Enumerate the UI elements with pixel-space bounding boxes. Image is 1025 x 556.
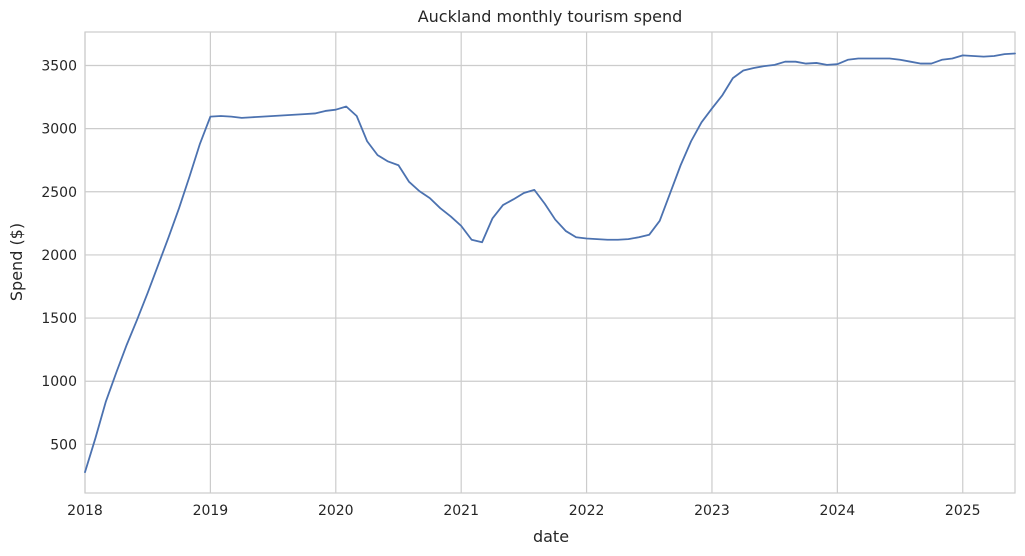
y-tick-label: 1500 bbox=[41, 311, 77, 327]
x-tick-label: 2019 bbox=[193, 503, 229, 519]
y-tick-label: 3000 bbox=[41, 122, 77, 138]
x-tick-label: 2020 bbox=[318, 503, 354, 519]
x-tick-label: 2021 bbox=[443, 503, 479, 519]
y-tick-label: 2000 bbox=[41, 248, 77, 264]
x-tick-label: 2023 bbox=[694, 503, 730, 519]
x-axis-title: date bbox=[533, 527, 569, 546]
series-layer bbox=[84, 52, 1016, 474]
y-tick-label: 1000 bbox=[41, 374, 77, 390]
chart-title: Auckland monthly tourism spend bbox=[418, 7, 683, 26]
y-axis-title: Spend ($) bbox=[7, 223, 26, 301]
y-tick-label: 2500 bbox=[41, 185, 77, 201]
x-tick-label: 2018 bbox=[67, 503, 103, 519]
plot-frame bbox=[84, 31, 1016, 494]
y-tick-label: 3500 bbox=[41, 58, 77, 74]
tick-labels: 2018 2019 2020 2021 2022 2023 2024 2025 500 1000 1… bbox=[41, 58, 980, 519]
grid-lines bbox=[84, 32, 1015, 493]
x-tick-label: 2022 bbox=[569, 503, 605, 519]
y-tick-label: 500 bbox=[50, 437, 77, 453]
x-tick-label: 2024 bbox=[820, 503, 856, 519]
x-tick-label: 2025 bbox=[945, 503, 981, 519]
series-line bbox=[84, 52, 1016, 474]
